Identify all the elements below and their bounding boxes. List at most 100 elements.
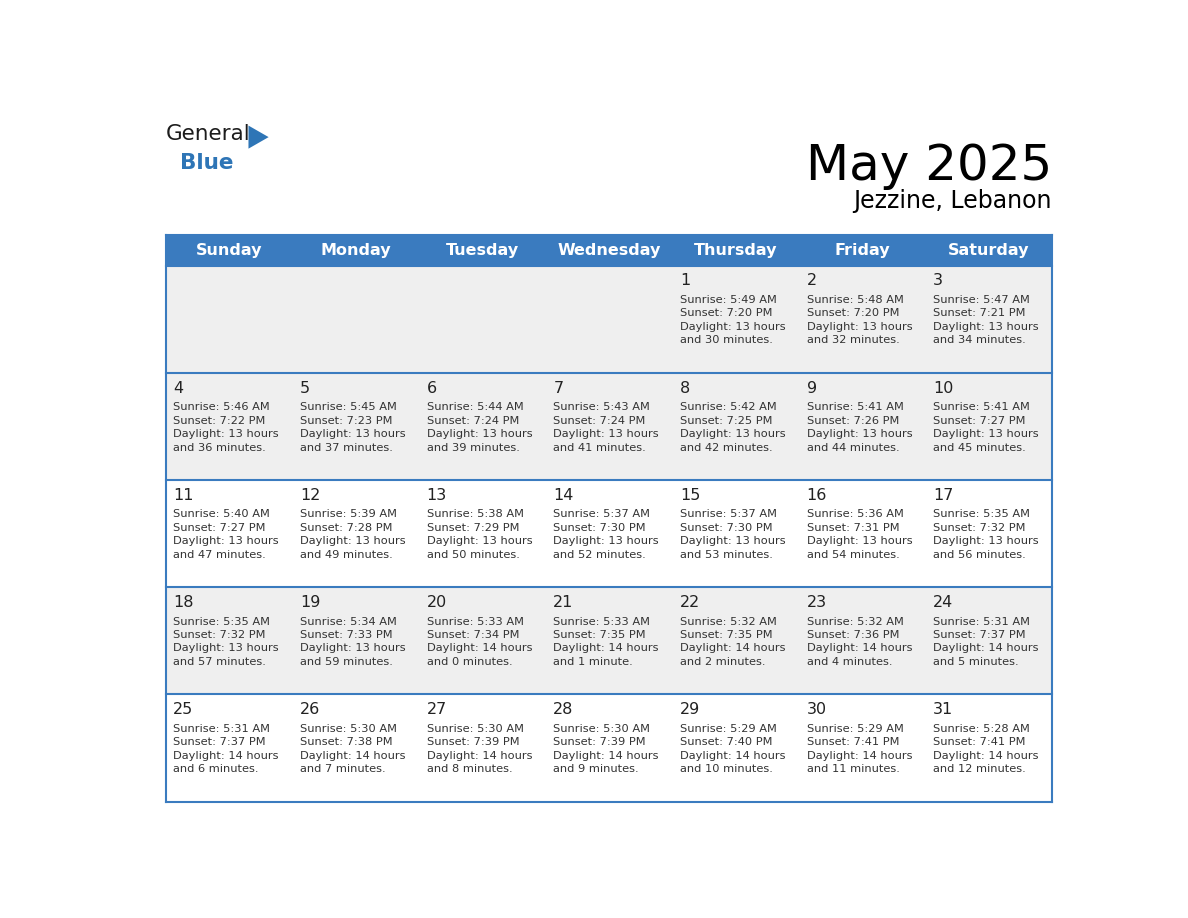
Bar — [165, 265, 1053, 373]
Text: Sunrise: 5:32 AM: Sunrise: 5:32 AM — [807, 617, 903, 626]
Text: Daylight: 14 hours: Daylight: 14 hours — [173, 751, 279, 761]
Text: 19: 19 — [299, 595, 321, 610]
Bar — [165, 588, 1053, 694]
Text: Sunset: 7:40 PM: Sunset: 7:40 PM — [680, 737, 772, 747]
Text: Sunset: 7:27 PM: Sunset: 7:27 PM — [934, 416, 1025, 426]
Text: Sunrise: 5:39 AM: Sunrise: 5:39 AM — [299, 509, 397, 520]
Text: Sunrise: 5:46 AM: Sunrise: 5:46 AM — [173, 402, 270, 412]
Text: Daylight: 14 hours: Daylight: 14 hours — [680, 644, 785, 654]
Text: and 42 minutes.: and 42 minutes. — [680, 442, 772, 453]
Text: Sunrise: 5:37 AM: Sunrise: 5:37 AM — [554, 509, 650, 520]
Text: and 10 minutes.: and 10 minutes. — [680, 764, 773, 774]
Text: Sunrise: 5:41 AM: Sunrise: 5:41 AM — [934, 402, 1030, 412]
Text: Sunrise: 5:32 AM: Sunrise: 5:32 AM — [680, 617, 777, 626]
Text: Daylight: 14 hours: Daylight: 14 hours — [554, 751, 659, 761]
Text: Sunrise: 5:30 AM: Sunrise: 5:30 AM — [554, 723, 650, 733]
Text: Daylight: 14 hours: Daylight: 14 hours — [807, 751, 912, 761]
Text: Daylight: 13 hours: Daylight: 13 hours — [173, 644, 279, 654]
Text: and 39 minutes.: and 39 minutes. — [426, 442, 519, 453]
Bar — [165, 373, 1053, 480]
Text: Daylight: 13 hours: Daylight: 13 hours — [554, 429, 659, 439]
Text: Sunset: 7:20 PM: Sunset: 7:20 PM — [807, 308, 899, 319]
Text: and 47 minutes.: and 47 minutes. — [173, 550, 266, 560]
Text: Sunset: 7:20 PM: Sunset: 7:20 PM — [680, 308, 772, 319]
Text: 4: 4 — [173, 381, 183, 396]
Text: Sunrise: 5:29 AM: Sunrise: 5:29 AM — [680, 723, 777, 733]
Text: Sunset: 7:36 PM: Sunset: 7:36 PM — [807, 630, 899, 640]
Text: Sunrise: 5:30 AM: Sunrise: 5:30 AM — [426, 723, 524, 733]
Text: and 7 minutes.: and 7 minutes. — [299, 764, 386, 774]
Text: Daylight: 13 hours: Daylight: 13 hours — [680, 536, 785, 546]
Text: Sunset: 7:39 PM: Sunset: 7:39 PM — [554, 737, 646, 747]
Text: Tuesday: Tuesday — [446, 242, 519, 258]
Text: and 6 minutes.: and 6 minutes. — [173, 764, 259, 774]
Text: Monday: Monday — [321, 242, 391, 258]
Text: Sunrise: 5:42 AM: Sunrise: 5:42 AM — [680, 402, 777, 412]
Text: Sunset: 7:35 PM: Sunset: 7:35 PM — [680, 630, 772, 640]
Text: and 53 minutes.: and 53 minutes. — [680, 550, 773, 560]
Text: and 56 minutes.: and 56 minutes. — [934, 550, 1026, 560]
Text: Daylight: 14 hours: Daylight: 14 hours — [807, 644, 912, 654]
Text: Sunrise: 5:44 AM: Sunrise: 5:44 AM — [426, 402, 524, 412]
Text: Sunrise: 5:49 AM: Sunrise: 5:49 AM — [680, 295, 777, 305]
Text: and 2 minutes.: and 2 minutes. — [680, 657, 765, 667]
Text: Daylight: 13 hours: Daylight: 13 hours — [934, 322, 1038, 332]
Text: and 1 minute.: and 1 minute. — [554, 657, 633, 667]
Text: and 37 minutes.: and 37 minutes. — [299, 442, 393, 453]
Text: 13: 13 — [426, 487, 447, 503]
Text: Sunset: 7:37 PM: Sunset: 7:37 PM — [934, 630, 1026, 640]
Text: Sunset: 7:30 PM: Sunset: 7:30 PM — [554, 523, 646, 532]
Text: Sunrise: 5:45 AM: Sunrise: 5:45 AM — [299, 402, 397, 412]
Text: Blue: Blue — [179, 153, 233, 174]
Text: 2: 2 — [807, 274, 816, 288]
Text: Sunset: 7:34 PM: Sunset: 7:34 PM — [426, 630, 519, 640]
Text: Sunset: 7:21 PM: Sunset: 7:21 PM — [934, 308, 1025, 319]
Text: Sunset: 7:41 PM: Sunset: 7:41 PM — [934, 737, 1025, 747]
Text: and 34 minutes.: and 34 minutes. — [934, 335, 1026, 345]
Text: Sunrise: 5:31 AM: Sunrise: 5:31 AM — [934, 617, 1030, 626]
Text: Sunrise: 5:28 AM: Sunrise: 5:28 AM — [934, 723, 1030, 733]
Bar — [165, 480, 1053, 588]
Bar — [165, 694, 1053, 801]
Text: 26: 26 — [299, 702, 321, 717]
Text: Sunset: 7:33 PM: Sunset: 7:33 PM — [299, 630, 392, 640]
Text: 10: 10 — [934, 381, 954, 396]
Text: 21: 21 — [554, 595, 574, 610]
Text: Sunrise: 5:48 AM: Sunrise: 5:48 AM — [807, 295, 903, 305]
Text: and 49 minutes.: and 49 minutes. — [299, 550, 393, 560]
Text: Daylight: 13 hours: Daylight: 13 hours — [299, 644, 405, 654]
Text: Sunset: 7:30 PM: Sunset: 7:30 PM — [680, 523, 772, 532]
Text: Sunrise: 5:33 AM: Sunrise: 5:33 AM — [426, 617, 524, 626]
Text: Sunset: 7:32 PM: Sunset: 7:32 PM — [934, 523, 1025, 532]
Text: Sunset: 7:22 PM: Sunset: 7:22 PM — [173, 416, 266, 426]
Text: 25: 25 — [173, 702, 194, 717]
Text: Daylight: 14 hours: Daylight: 14 hours — [426, 644, 532, 654]
Text: Daylight: 13 hours: Daylight: 13 hours — [807, 322, 912, 332]
Text: Daylight: 13 hours: Daylight: 13 hours — [934, 429, 1038, 439]
Polygon shape — [248, 126, 268, 149]
Text: 24: 24 — [934, 595, 954, 610]
Text: Sunrise: 5:30 AM: Sunrise: 5:30 AM — [299, 723, 397, 733]
Text: Daylight: 14 hours: Daylight: 14 hours — [680, 751, 785, 761]
Text: Sunday: Sunday — [196, 242, 263, 258]
Text: Sunset: 7:39 PM: Sunset: 7:39 PM — [426, 737, 519, 747]
Text: Sunset: 7:27 PM: Sunset: 7:27 PM — [173, 523, 266, 532]
Text: 31: 31 — [934, 702, 954, 717]
Text: and 0 minutes.: and 0 minutes. — [426, 657, 512, 667]
Text: Daylight: 14 hours: Daylight: 14 hours — [934, 751, 1038, 761]
Text: Daylight: 13 hours: Daylight: 13 hours — [299, 429, 405, 439]
Text: 11: 11 — [173, 487, 194, 503]
Text: 5: 5 — [299, 381, 310, 396]
Text: and 12 minutes.: and 12 minutes. — [934, 764, 1026, 774]
Text: 9: 9 — [807, 381, 816, 396]
Text: Thursday: Thursday — [694, 242, 777, 258]
Text: 12: 12 — [299, 487, 321, 503]
Text: Sunrise: 5:38 AM: Sunrise: 5:38 AM — [426, 509, 524, 520]
Text: Sunset: 7:25 PM: Sunset: 7:25 PM — [680, 416, 772, 426]
Text: Sunset: 7:31 PM: Sunset: 7:31 PM — [807, 523, 899, 532]
Text: 23: 23 — [807, 595, 827, 610]
Text: 6: 6 — [426, 381, 437, 396]
Text: Sunrise: 5:29 AM: Sunrise: 5:29 AM — [807, 723, 903, 733]
Text: 30: 30 — [807, 702, 827, 717]
Text: Daylight: 13 hours: Daylight: 13 hours — [934, 536, 1038, 546]
